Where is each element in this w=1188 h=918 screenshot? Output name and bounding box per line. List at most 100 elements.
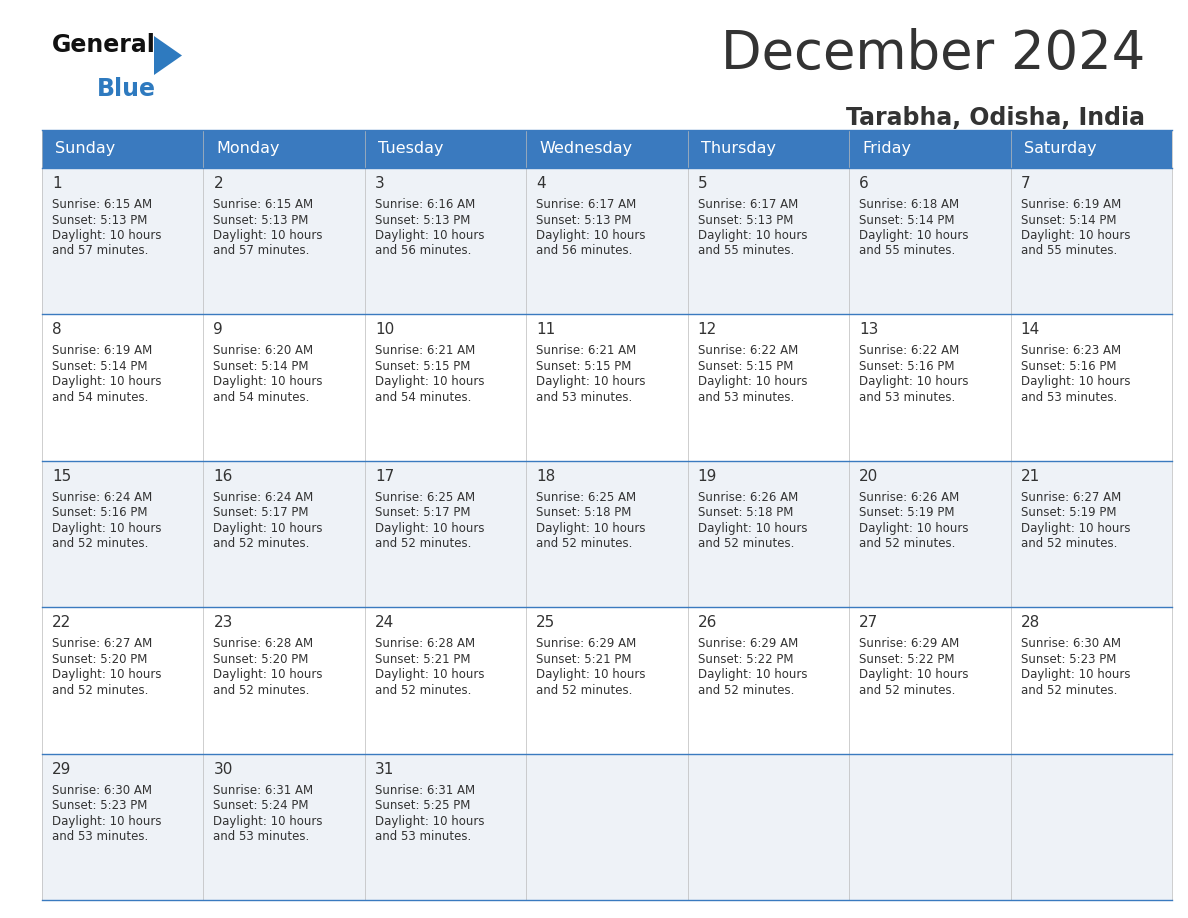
Text: 31: 31 [375,762,394,777]
Text: General: General [52,33,156,57]
Text: Tuesday: Tuesday [378,141,443,156]
Text: Sunrise: 6:24 AM: Sunrise: 6:24 AM [214,491,314,504]
Text: 1: 1 [52,176,62,191]
Text: Daylight: 10 hours: Daylight: 10 hours [697,668,807,681]
Bar [203,130,365,168]
Text: Sunrise: 6:18 AM: Sunrise: 6:18 AM [859,198,959,211]
Text: Sunset: 5:16 PM: Sunset: 5:16 PM [52,507,147,520]
Text: 3: 3 [375,176,385,191]
Text: Sunset: 5:13 PM: Sunset: 5:13 PM [214,214,309,227]
Text: 25: 25 [536,615,556,630]
Text: Monday: Monday [216,141,280,156]
Text: Sunset: 5:23 PM: Sunset: 5:23 PM [52,799,147,812]
Text: Sunset: 5:22 PM: Sunset: 5:22 PM [697,653,794,666]
Text: Sunset: 5:23 PM: Sunset: 5:23 PM [1020,653,1116,666]
Text: 4: 4 [536,176,546,191]
Text: 30: 30 [214,762,233,777]
Text: and 52 minutes.: and 52 minutes. [375,684,472,697]
Text: Sunset: 5:14 PM: Sunset: 5:14 PM [52,360,147,373]
Text: Daylight: 10 hours: Daylight: 10 hours [214,375,323,388]
Text: 11: 11 [536,322,556,338]
Text: Daylight: 10 hours: Daylight: 10 hours [375,521,485,535]
Text: Sunset: 5:15 PM: Sunset: 5:15 PM [536,360,632,373]
Text: Daylight: 10 hours: Daylight: 10 hours [375,229,485,242]
Text: Daylight: 10 hours: Daylight: 10 hours [1020,521,1130,535]
Bar [42,461,1173,607]
Text: Sunset: 5:19 PM: Sunset: 5:19 PM [1020,507,1116,520]
Text: and 56 minutes.: and 56 minutes. [536,244,633,258]
Text: and 52 minutes.: and 52 minutes. [52,684,148,697]
Text: Sunrise: 6:16 AM: Sunrise: 6:16 AM [375,198,475,211]
Text: Daylight: 10 hours: Daylight: 10 hours [697,521,807,535]
Text: Sunset: 5:24 PM: Sunset: 5:24 PM [214,799,309,812]
Text: Daylight: 10 hours: Daylight: 10 hours [52,521,162,535]
Text: and 53 minutes.: and 53 minutes. [52,830,148,843]
Text: Thursday: Thursday [701,141,776,156]
Text: Sunrise: 6:30 AM: Sunrise: 6:30 AM [52,784,152,797]
Text: Sunrise: 6:17 AM: Sunrise: 6:17 AM [536,198,637,211]
Text: Daylight: 10 hours: Daylight: 10 hours [52,229,162,242]
Text: Sunrise: 6:21 AM: Sunrise: 6:21 AM [536,344,637,357]
Text: Daylight: 10 hours: Daylight: 10 hours [52,814,162,828]
Text: Sunrise: 6:24 AM: Sunrise: 6:24 AM [52,491,152,504]
Text: Sunrise: 6:20 AM: Sunrise: 6:20 AM [214,344,314,357]
Text: and 52 minutes.: and 52 minutes. [697,684,794,697]
Text: 2: 2 [214,176,223,191]
Text: 28: 28 [1020,615,1040,630]
Text: 19: 19 [697,469,718,484]
Text: Daylight: 10 hours: Daylight: 10 hours [1020,375,1130,388]
Text: Sunrise: 6:29 AM: Sunrise: 6:29 AM [697,637,798,650]
Text: 9: 9 [214,322,223,338]
Text: Daylight: 10 hours: Daylight: 10 hours [859,521,968,535]
Text: 6: 6 [859,176,868,191]
Text: Sunset: 5:17 PM: Sunset: 5:17 PM [375,507,470,520]
Text: Sunrise: 6:29 AM: Sunrise: 6:29 AM [536,637,637,650]
Text: Sunrise: 6:19 AM: Sunrise: 6:19 AM [1020,198,1120,211]
Text: and 52 minutes.: and 52 minutes. [375,537,472,550]
Text: Sunrise: 6:21 AM: Sunrise: 6:21 AM [375,344,475,357]
Text: 8: 8 [52,322,62,338]
Text: Daylight: 10 hours: Daylight: 10 hours [859,668,968,681]
Text: Daylight: 10 hours: Daylight: 10 hours [697,229,807,242]
Text: Daylight: 10 hours: Daylight: 10 hours [214,521,323,535]
Text: Sunrise: 6:27 AM: Sunrise: 6:27 AM [52,637,152,650]
Text: and 57 minutes.: and 57 minutes. [52,244,148,258]
Text: Sunset: 5:13 PM: Sunset: 5:13 PM [375,214,470,227]
Text: Sunrise: 6:31 AM: Sunrise: 6:31 AM [375,784,475,797]
Text: and 54 minutes.: and 54 minutes. [375,391,472,404]
Text: 24: 24 [375,615,394,630]
Text: Daylight: 10 hours: Daylight: 10 hours [214,814,323,828]
Text: 21: 21 [1020,469,1040,484]
Text: Sunset: 5:18 PM: Sunset: 5:18 PM [697,507,794,520]
Text: Daylight: 10 hours: Daylight: 10 hours [375,668,485,681]
Text: Sunset: 5:21 PM: Sunset: 5:21 PM [536,653,632,666]
Text: Daylight: 10 hours: Daylight: 10 hours [536,668,646,681]
Text: Sunrise: 6:27 AM: Sunrise: 6:27 AM [1020,491,1120,504]
Text: Sunrise: 6:26 AM: Sunrise: 6:26 AM [859,491,960,504]
Text: Sunrise: 6:15 AM: Sunrise: 6:15 AM [214,198,314,211]
Bar [688,130,849,168]
Text: Sunrise: 6:30 AM: Sunrise: 6:30 AM [1020,637,1120,650]
Text: and 52 minutes.: and 52 minutes. [536,684,633,697]
Text: and 52 minutes.: and 52 minutes. [1020,537,1117,550]
Text: Sunset: 5:14 PM: Sunset: 5:14 PM [1020,214,1116,227]
Text: Sunrise: 6:23 AM: Sunrise: 6:23 AM [1020,344,1120,357]
Bar [42,168,1173,314]
Text: Sunset: 5:16 PM: Sunset: 5:16 PM [1020,360,1116,373]
Text: Sunrise: 6:26 AM: Sunrise: 6:26 AM [697,491,798,504]
Text: Sunset: 5:18 PM: Sunset: 5:18 PM [536,507,632,520]
Bar [849,130,1011,168]
Text: Sunset: 5:14 PM: Sunset: 5:14 PM [214,360,309,373]
Text: Daylight: 10 hours: Daylight: 10 hours [536,375,646,388]
Text: 14: 14 [1020,322,1040,338]
Text: Sunset: 5:13 PM: Sunset: 5:13 PM [536,214,632,227]
Text: Sunrise: 6:29 AM: Sunrise: 6:29 AM [859,637,960,650]
Text: and 57 minutes.: and 57 minutes. [214,244,310,258]
Text: Sunrise: 6:17 AM: Sunrise: 6:17 AM [697,198,798,211]
Text: Sunset: 5:20 PM: Sunset: 5:20 PM [214,653,309,666]
Text: Sunset: 5:19 PM: Sunset: 5:19 PM [859,507,955,520]
Text: and 53 minutes.: and 53 minutes. [536,391,632,404]
Text: Sunrise: 6:22 AM: Sunrise: 6:22 AM [859,344,960,357]
Text: Sunset: 5:15 PM: Sunset: 5:15 PM [375,360,470,373]
Text: 22: 22 [52,615,71,630]
